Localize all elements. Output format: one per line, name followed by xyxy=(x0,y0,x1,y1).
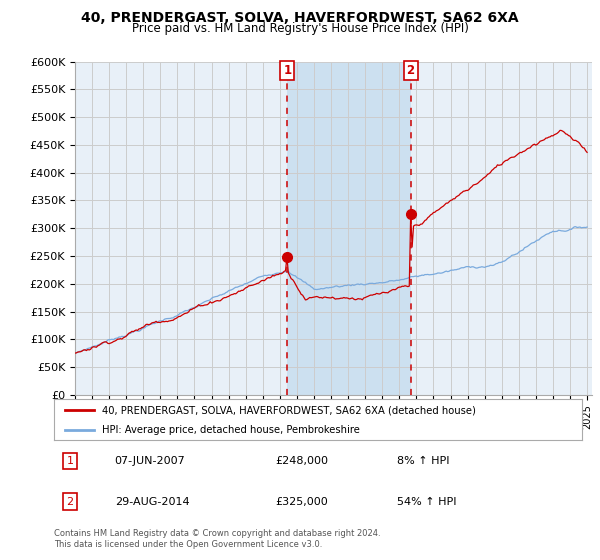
Text: 29-AUG-2014: 29-AUG-2014 xyxy=(115,497,190,507)
Text: 07-JUN-2007: 07-JUN-2007 xyxy=(115,456,185,466)
Text: HPI: Average price, detached house, Pembrokeshire: HPI: Average price, detached house, Pemb… xyxy=(101,424,359,435)
Text: 40, PRENDERGAST, SOLVA, HAVERFORDWEST, SA62 6XA: 40, PRENDERGAST, SOLVA, HAVERFORDWEST, S… xyxy=(81,11,519,25)
Text: 2: 2 xyxy=(66,497,73,507)
Text: £248,000: £248,000 xyxy=(276,456,329,466)
Text: 2: 2 xyxy=(407,64,415,77)
Text: 54% ↑ HPI: 54% ↑ HPI xyxy=(397,497,457,507)
Bar xyxy=(287,62,410,395)
Text: 1: 1 xyxy=(283,64,292,77)
Text: 1: 1 xyxy=(67,456,73,466)
Text: Contains HM Land Registry data © Crown copyright and database right 2024.
This d: Contains HM Land Registry data © Crown c… xyxy=(54,529,380,549)
Text: Price paid vs. HM Land Registry's House Price Index (HPI): Price paid vs. HM Land Registry's House … xyxy=(131,22,469,35)
Text: 40, PRENDERGAST, SOLVA, HAVERFORDWEST, SA62 6XA (detached house): 40, PRENDERGAST, SOLVA, HAVERFORDWEST, S… xyxy=(101,405,475,415)
Text: 8% ↑ HPI: 8% ↑ HPI xyxy=(397,456,450,466)
Text: £325,000: £325,000 xyxy=(276,497,329,507)
